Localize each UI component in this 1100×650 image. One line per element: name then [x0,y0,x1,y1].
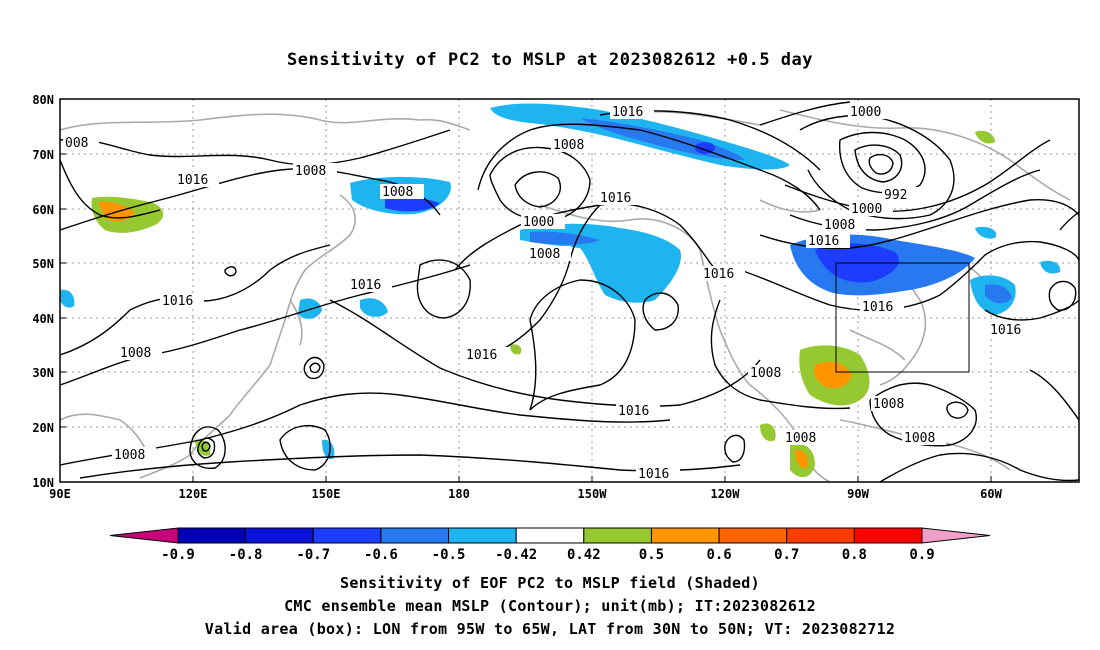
lon-label: 120W [711,487,741,501]
contour-label: 1016 [862,300,893,315]
colorbar-swatch [245,527,314,544]
lon-label: 90E [49,487,71,501]
lat-label: 70N [32,148,54,162]
colorbar: -0.9 -0.8 -0.7 -0.6 -0.5 -0.42 0.42 0.5 0.6 0.7 0.… [109,527,991,563]
lon-label: 60W [980,487,1002,501]
caption-line-1: Sensitivity of EOF PC2 to MSLP field (Sh… [340,574,760,592]
colorbar-label: 0.42 [567,547,601,563]
contour-label: 008 [65,136,88,151]
lon-label: 90W [847,487,869,501]
contour-label: 1016 [162,294,193,309]
colorbar-swatch [583,527,652,544]
colorbar-label: 0.6 [706,547,731,563]
longitude-labels: 90E 120E 150E 180 150W 120W 90W 60W [49,487,1002,501]
colorbar-label: -0.6 [364,547,398,563]
lat-label: 50N [32,257,54,271]
map-frame [59,98,1080,483]
contour-label: 1016 [990,323,1021,338]
colorbar-swatch [853,527,923,544]
mslp-contours [59,101,1080,483]
contour-label: 992 [884,188,907,203]
lat-label: 10N [32,476,54,490]
map-background [60,99,1079,482]
lon-label: 150W [578,487,608,501]
contour-label: 1016 [600,191,631,206]
contour-label: 1008 [382,185,413,200]
contour-label: 1000 [523,215,554,230]
contour-label: 1008 [750,366,781,381]
contour-label: 1016 [466,348,497,363]
contour-label: 1016 [703,267,734,282]
lon-label: 150E [312,487,341,501]
colorbar-label: -0.8 [229,547,263,563]
colorbar-label: -0.42 [495,547,537,563]
lat-label: 40N [32,312,54,326]
tick-marks [60,98,992,483]
contour-label: 1000 [850,105,881,120]
contour-labels: 008 1016 1008 1016 1008 1016 1008 1016 1… [63,104,1032,482]
contour-label: 1008 [529,247,560,262]
colorbar-swatch [448,527,517,544]
contour-label: 1008 [295,164,326,179]
contour-label: 1016 [638,467,669,482]
lat-label: 60N [32,203,54,217]
contour-label: 1008 [904,431,935,446]
colorbar-swatch [177,527,247,544]
caption-line-2: CMC ensemble mean MSLP (Contour); unit(m… [284,597,816,615]
colorbar-swatch [650,527,720,544]
contour-label: 1008 [873,397,904,412]
contour-label: 1016 [618,404,649,419]
contour-label: 1008 [824,218,855,233]
colorbar-swatch [786,527,855,544]
lon-label: 180 [448,487,470,501]
valid-area-box [835,262,970,373]
contour-label: 1016 [808,234,839,249]
contour-label: 1008 [120,346,151,361]
contour-label: 1008 [553,138,584,153]
colorbar-label: -0.9 [161,547,195,563]
lon-label: 120E [179,487,208,501]
colorbar-label: 0.5 [639,547,664,563]
colorbar-label: 0.8 [842,547,867,563]
colorbar-label: 0.9 [909,547,934,563]
colorbar-swatch [312,527,382,544]
colorbar-low-triangle [109,527,179,544]
colorbar-swatch [380,527,450,544]
colorbar-label: 0.7 [774,547,799,563]
contour-label: 1000 [851,202,882,217]
contour-label: 1016 [612,105,643,120]
caption-line-3: Valid area (box): LON from 95W to 65W, L… [204,620,896,638]
contour-label: 1016 [350,278,381,293]
colorbar-swatch [718,527,788,544]
lat-label: 20N [32,421,54,435]
colorbar-swatch [515,527,585,544]
colorbar-high-triangle [921,527,991,544]
contour-label: 1008 [785,431,816,446]
lat-label: 30N [32,366,54,380]
colorbar-label: -0.5 [432,547,466,563]
gridlines [60,99,1079,482]
contour-label: 1008 [114,448,145,463]
lat-label: 80N [32,93,54,107]
figure-title: Sensitivity of PC2 to MSLP at 2023082612… [286,50,813,70]
colorbar-label: -0.7 [296,547,330,563]
contour-label: 1016 [177,173,208,188]
latitude-labels: 80N 70N 60N 50N 40N 30N 20N 10N [32,93,54,490]
